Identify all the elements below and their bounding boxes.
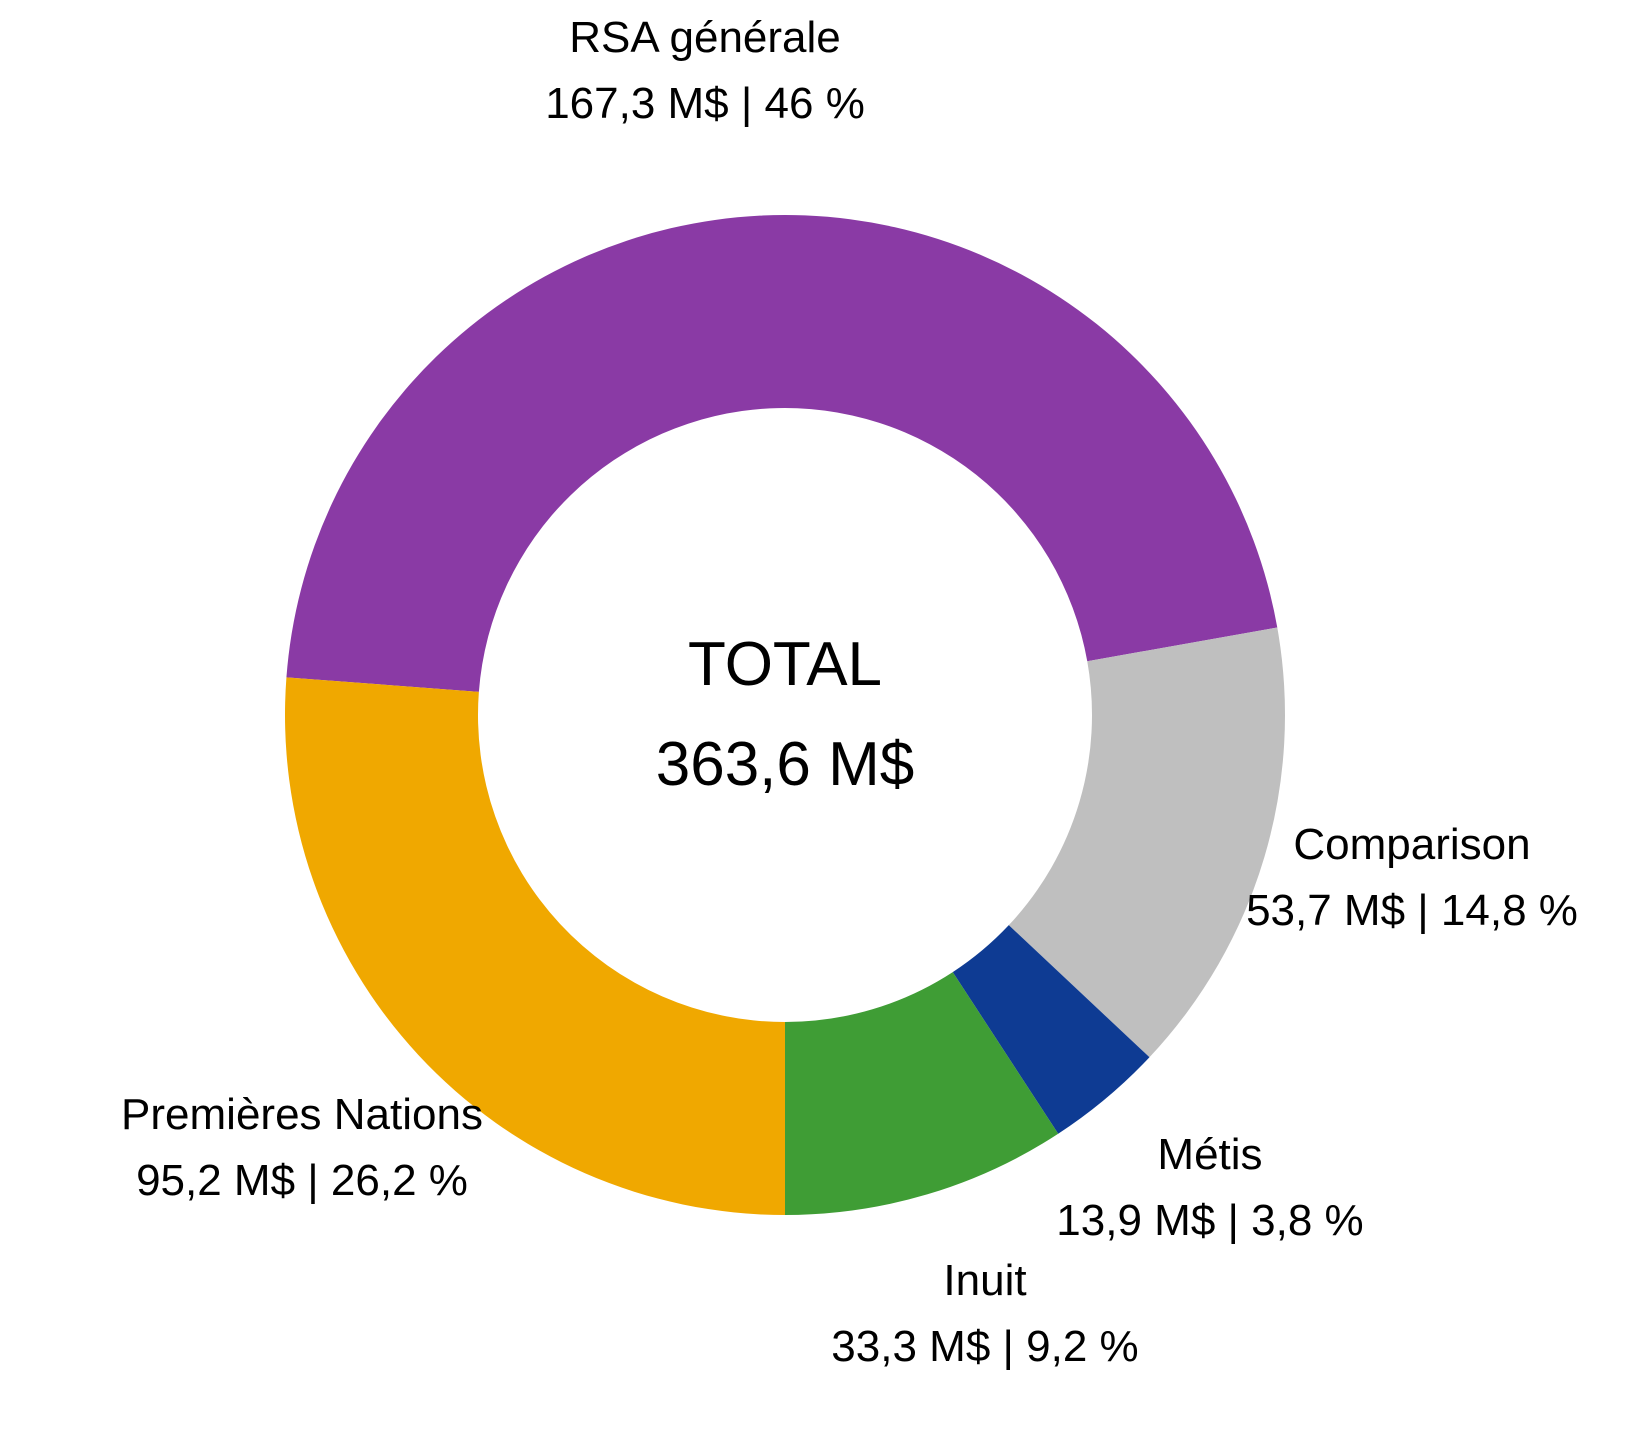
donut-center-label: TOTAL 363,6 M$ bbox=[656, 615, 915, 815]
segment-name: Inuit bbox=[943, 1256, 1027, 1305]
center-total-value: 363,6 M$ bbox=[655, 730, 915, 799]
segment-value: 13,9 M$ | 3,8 % bbox=[1056, 1196, 1364, 1245]
segment-name: Métis bbox=[1157, 1130, 1263, 1179]
segment-label-comparison: Comparison 53,7 M$ | 14,8 % bbox=[1246, 812, 1578, 944]
segment-name: Premières Nations bbox=[121, 1090, 483, 1139]
segment-label-metis: Métis 13,9 M$ | 3,8 % bbox=[1056, 1122, 1363, 1254]
segment-value: 33,3 M$ | 9,2 % bbox=[831, 1322, 1139, 1371]
segment-value: 53,7 M$ | 14,8 % bbox=[1246, 886, 1578, 935]
segment-value: 167,3 M$ | 46 % bbox=[545, 79, 865, 128]
donut-segment-metis bbox=[952, 925, 1150, 1134]
donut-segment-premieres-nations bbox=[284, 677, 785, 1215]
segment-label-premieres-nations: Premières Nations 95,2 M$ | 26,2 % bbox=[121, 1082, 483, 1214]
donut-segment-comparison bbox=[1008, 627, 1285, 1058]
center-total-title: TOTAL bbox=[687, 630, 883, 699]
donut-segment-rsa-generale bbox=[286, 215, 1278, 692]
segment-name: RSA générale bbox=[569, 13, 841, 62]
donut-segment-inuit bbox=[785, 972, 1059, 1215]
segment-label-rsa-generale: RSA générale 167,3 M$ | 46 % bbox=[545, 5, 865, 137]
segment-value: 95,2 M$ | 26,2 % bbox=[136, 1156, 468, 1205]
segment-label-inuit: Inuit 33,3 M$ | 9,2 % bbox=[831, 1248, 1138, 1380]
segment-name: Comparison bbox=[1293, 820, 1531, 869]
